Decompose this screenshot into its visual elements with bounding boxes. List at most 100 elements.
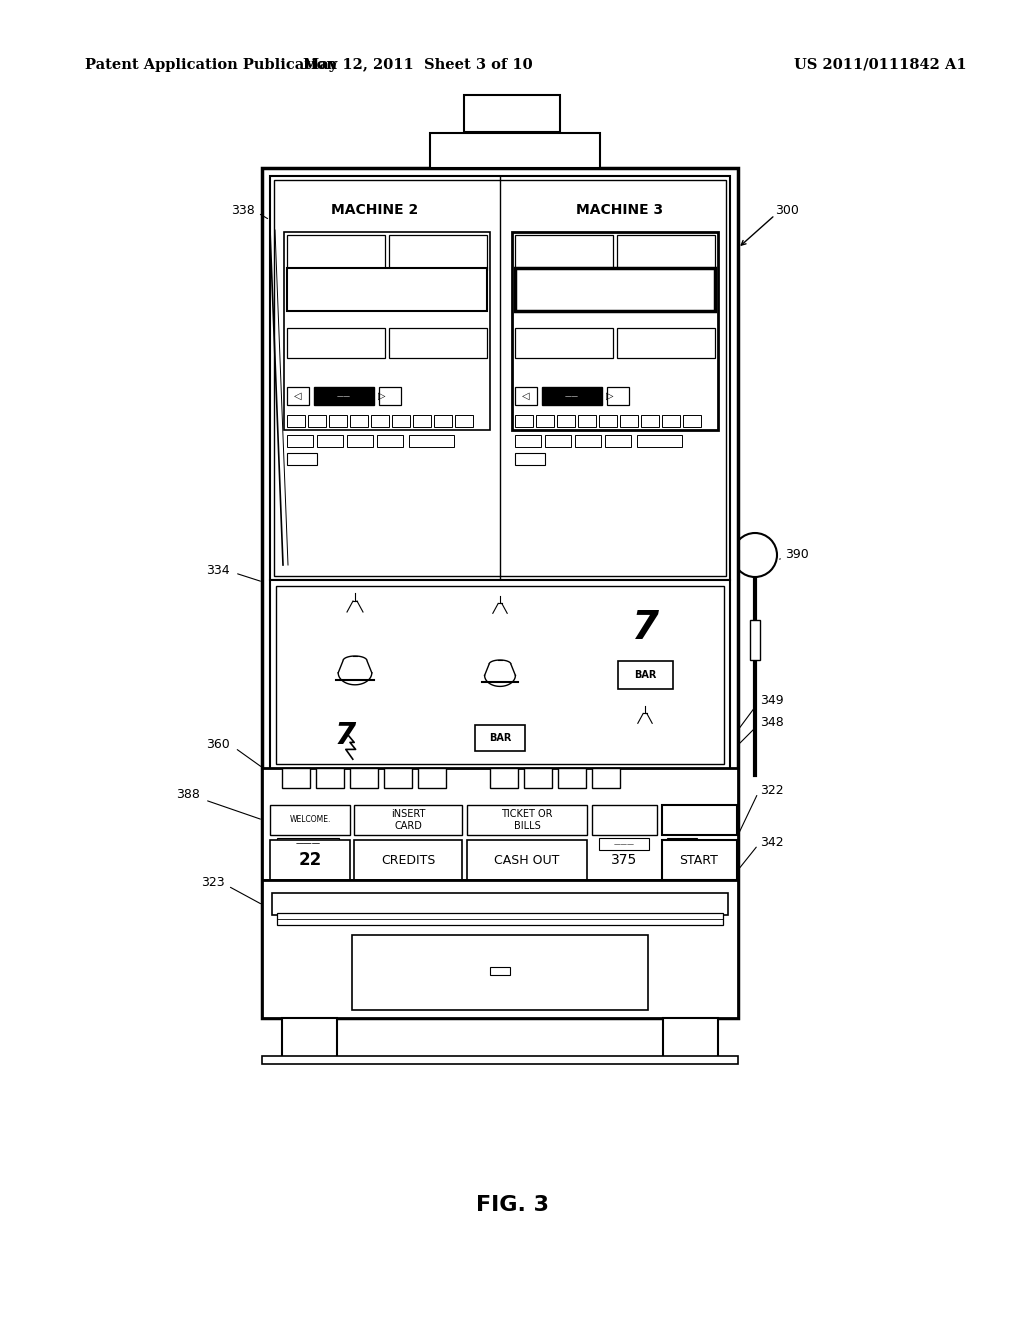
Text: TICKET OR
BILLS: TICKET OR BILLS bbox=[502, 809, 553, 830]
Bar bbox=[515, 235, 613, 271]
Bar bbox=[389, 327, 487, 358]
Bar bbox=[515, 327, 613, 358]
Bar bbox=[270, 840, 350, 880]
Bar bbox=[314, 387, 374, 405]
Bar bbox=[317, 436, 343, 447]
Bar bbox=[663, 1018, 718, 1060]
Bar bbox=[524, 768, 552, 788]
Bar bbox=[592, 805, 657, 836]
Bar bbox=[409, 436, 454, 447]
Bar bbox=[515, 436, 541, 447]
Bar bbox=[637, 436, 682, 447]
Bar bbox=[599, 414, 617, 426]
Bar bbox=[467, 840, 587, 880]
Bar bbox=[641, 414, 659, 426]
Circle shape bbox=[498, 682, 503, 688]
Text: 390: 390 bbox=[785, 549, 809, 561]
Bar bbox=[282, 1018, 337, 1060]
Bar bbox=[490, 968, 510, 975]
Bar bbox=[287, 387, 309, 405]
Bar bbox=[284, 232, 490, 430]
Bar bbox=[350, 768, 378, 788]
Text: Patent Application Publication: Patent Application Publication bbox=[85, 58, 337, 73]
Bar bbox=[467, 805, 587, 836]
Circle shape bbox=[492, 972, 508, 987]
Text: US 2011/0111842 A1: US 2011/0111842 A1 bbox=[794, 58, 967, 73]
FancyArrow shape bbox=[698, 818, 712, 830]
Bar bbox=[272, 894, 728, 915]
Bar bbox=[558, 768, 586, 788]
Bar bbox=[515, 453, 545, 465]
Bar bbox=[557, 414, 575, 426]
Bar bbox=[352, 935, 648, 1010]
Bar bbox=[347, 436, 373, 447]
Bar bbox=[308, 414, 326, 426]
Bar bbox=[512, 232, 718, 430]
Bar bbox=[278, 838, 339, 850]
Bar bbox=[515, 268, 715, 312]
Text: 375: 375 bbox=[611, 853, 637, 867]
Bar bbox=[683, 414, 701, 426]
Text: 348: 348 bbox=[760, 715, 783, 729]
Text: 322: 322 bbox=[760, 784, 783, 796]
Bar bbox=[287, 327, 385, 358]
Bar bbox=[750, 620, 760, 660]
Text: WELCOME.: WELCOME. bbox=[290, 816, 331, 825]
Bar bbox=[599, 838, 649, 850]
Bar bbox=[276, 586, 724, 764]
Bar bbox=[379, 387, 401, 405]
Bar bbox=[262, 168, 738, 1018]
Bar bbox=[464, 95, 560, 132]
Text: START: START bbox=[680, 854, 719, 866]
Text: 342: 342 bbox=[760, 836, 783, 849]
Bar bbox=[270, 176, 730, 579]
Text: 334: 334 bbox=[207, 564, 230, 577]
Bar bbox=[418, 768, 446, 788]
Bar bbox=[354, 840, 462, 880]
Text: 7: 7 bbox=[335, 721, 355, 750]
Bar bbox=[377, 436, 403, 447]
Bar bbox=[392, 414, 410, 426]
Bar bbox=[617, 235, 715, 271]
Circle shape bbox=[733, 533, 777, 577]
Bar bbox=[578, 414, 596, 426]
Bar bbox=[620, 414, 638, 426]
Bar bbox=[662, 805, 737, 836]
Bar bbox=[536, 414, 554, 426]
Bar bbox=[413, 414, 431, 426]
Bar bbox=[384, 768, 412, 788]
Bar bbox=[607, 387, 629, 405]
Bar bbox=[354, 805, 462, 836]
Text: 323: 323 bbox=[202, 875, 225, 888]
Bar bbox=[662, 414, 680, 426]
Text: ◁: ◁ bbox=[294, 391, 302, 401]
Text: MACHINE 3: MACHINE 3 bbox=[577, 203, 664, 216]
Text: ◁: ◁ bbox=[522, 391, 529, 401]
Bar bbox=[605, 436, 631, 447]
Text: ———: ——— bbox=[296, 840, 321, 849]
Bar bbox=[490, 768, 518, 788]
Text: CASH OUT: CASH OUT bbox=[495, 854, 560, 866]
Bar bbox=[287, 453, 317, 465]
Bar bbox=[274, 180, 726, 576]
Text: 7: 7 bbox=[632, 609, 658, 647]
Bar bbox=[282, 768, 310, 788]
Bar bbox=[371, 414, 389, 426]
Text: iNSERT
CARD: iNSERT CARD bbox=[391, 809, 425, 830]
Bar bbox=[430, 133, 600, 168]
Bar bbox=[592, 768, 620, 788]
Text: FIG. 3: FIG. 3 bbox=[475, 1195, 549, 1214]
Bar bbox=[617, 327, 715, 358]
Text: ——: —— bbox=[565, 393, 579, 399]
Text: May 12, 2011  Sheet 3 of 10: May 12, 2011 Sheet 3 of 10 bbox=[303, 58, 532, 73]
Bar bbox=[515, 387, 537, 405]
Bar bbox=[389, 235, 487, 271]
Bar bbox=[262, 768, 738, 880]
Bar bbox=[287, 436, 313, 447]
Text: ▷: ▷ bbox=[606, 391, 613, 401]
Bar bbox=[287, 268, 487, 312]
Bar bbox=[542, 387, 602, 405]
Text: 300: 300 bbox=[775, 203, 799, 216]
Text: BAR: BAR bbox=[488, 733, 511, 743]
Bar bbox=[287, 235, 385, 271]
